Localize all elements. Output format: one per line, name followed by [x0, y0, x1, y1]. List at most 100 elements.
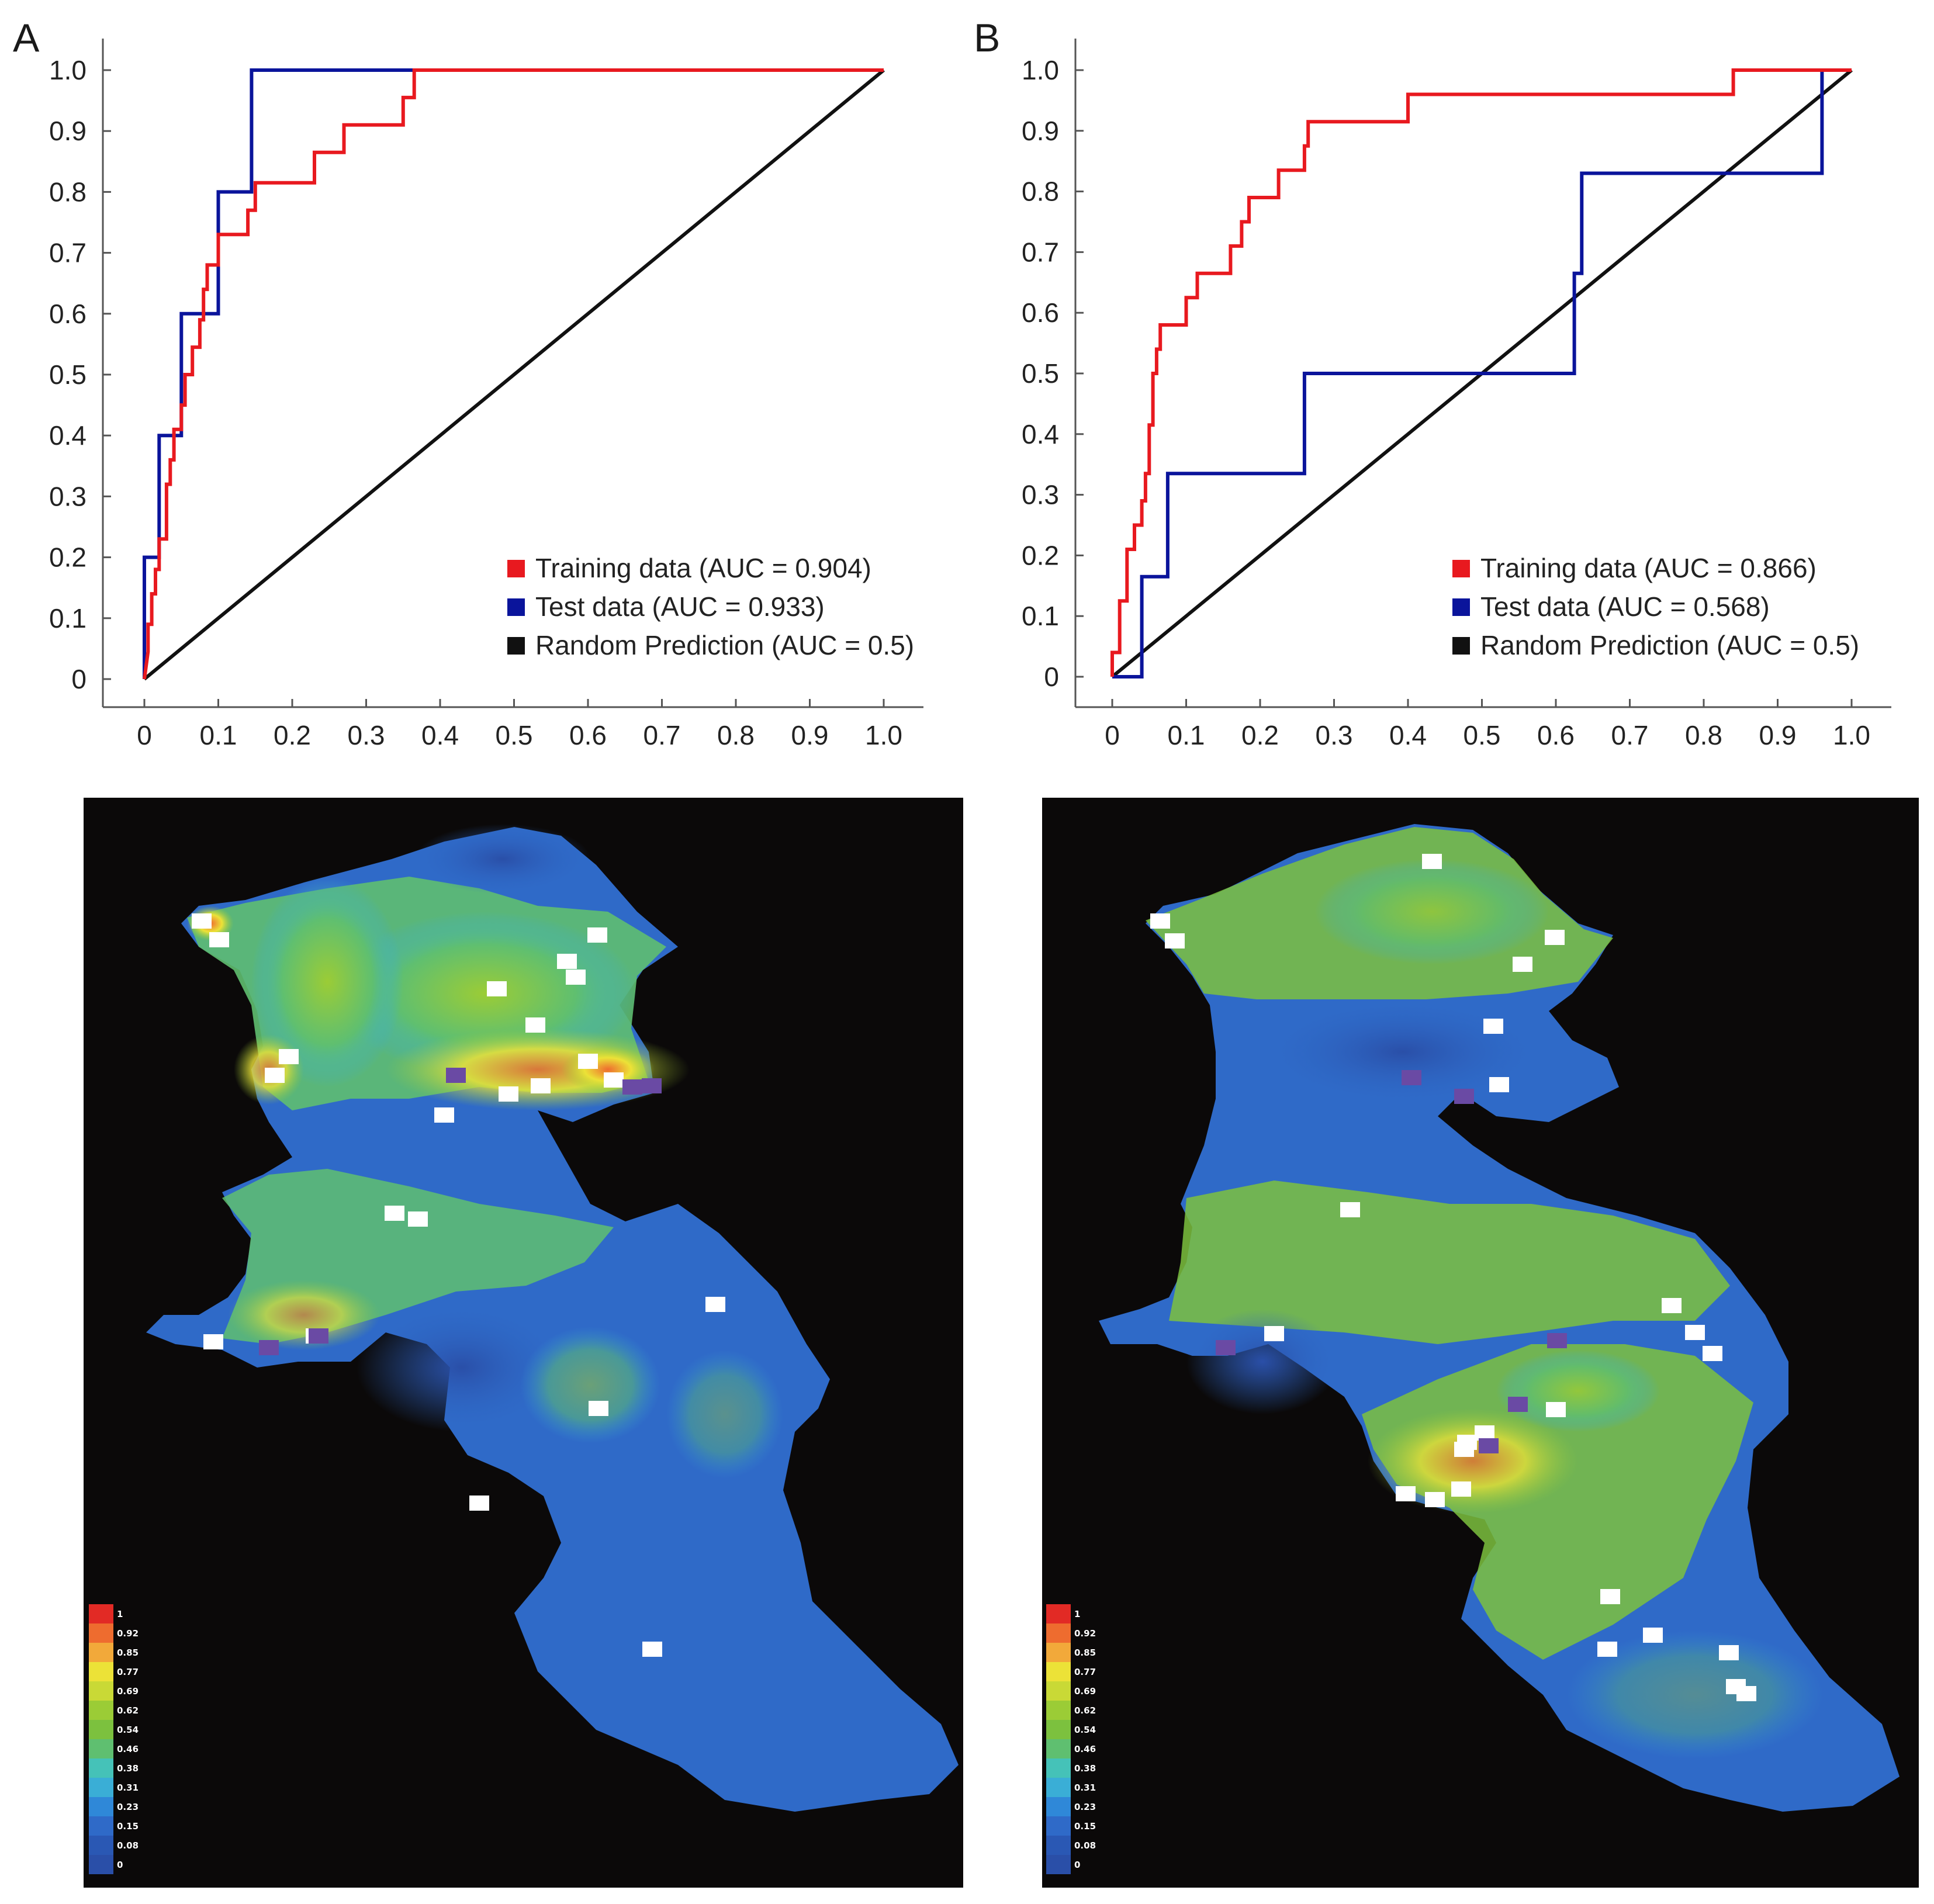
colorbar-label: 0 [1074, 1860, 1080, 1870]
colorbar-swatch [1046, 1662, 1071, 1681]
colorbar-label: 0.46 [1074, 1744, 1096, 1754]
sample-site-marker [531, 1078, 551, 1093]
legend-test-label: Test data (AUC = 0.933) [535, 591, 825, 622]
colorbar-swatch [1046, 1855, 1071, 1874]
sample-site-marker [1425, 1492, 1445, 1507]
axes-b: 0 0.1 0.2 0.3 0.4 0.5 0.6 0.7 0.8 0.9 1.0 0 0.1 0.2 0.… [1022, 39, 1891, 750]
colorbar-label: 0.92 [117, 1628, 139, 1639]
x-tick-label: 0.9 [791, 720, 829, 750]
y-tick-label: 1.0 [1022, 55, 1059, 85]
probability-map-a: 1 0.92 0.85 0.77 0.69 0.62 0.54 0.46 0.38 0.31 0.2… [84, 798, 963, 1888]
legend-random-swatch [1452, 637, 1470, 655]
sample-site-marker [1396, 1486, 1416, 1501]
sample-site-marker [1483, 1019, 1503, 1034]
colorbar-swatch [89, 1855, 113, 1874]
map-a-colorbar: 1 0.92 0.85 0.77 0.69 0.62 0.54 0.46 0.38 0.31 0.2… [89, 1604, 139, 1874]
map-a-green-zone [666, 1350, 783, 1479]
colorbar-swatch [89, 1604, 113, 1623]
colorbar-swatch [1046, 1739, 1071, 1758]
colorbar-label: 0.23 [117, 1802, 139, 1812]
map-b-low-zone [1262, 999, 1543, 1105]
x-tick-label: 0.2 [274, 720, 311, 750]
map-b-green-zone [1566, 1630, 1824, 1759]
colorbar-label: 0 [117, 1860, 123, 1870]
y-tick-label: 0.2 [49, 542, 87, 573]
sample-site-marker [1545, 930, 1565, 945]
colorbar-label: 0.85 [1074, 1647, 1096, 1658]
test-data-line [143, 68, 884, 679]
sample-site-marker [192, 913, 212, 929]
y-tick-label: 0.6 [49, 299, 87, 329]
training-data-line [143, 68, 884, 680]
colorbar-label: 0.85 [117, 1647, 139, 1658]
x-tick-label: 0.2 [1241, 720, 1279, 750]
x-tick-label: 0.5 [1464, 720, 1501, 750]
test-site-marker [259, 1340, 279, 1355]
sample-site-marker [469, 1495, 489, 1511]
y-tick-label: 0.9 [1022, 116, 1059, 146]
colorbar-swatch [1046, 1816, 1071, 1836]
x-tick-label: 0.1 [1168, 720, 1205, 750]
y-tick-label: 0.8 [49, 176, 87, 207]
colorbar-swatch [89, 1739, 113, 1758]
x-tick-label: 0.1 [200, 720, 237, 750]
y-tick-label: 0.9 [49, 116, 87, 146]
sample-site-marker [1703, 1346, 1722, 1361]
test-site-marker [446, 1068, 466, 1083]
colorbar-label: 0.31 [1074, 1782, 1096, 1793]
colorbar-label: 0.38 [117, 1763, 139, 1774]
x-tick-label: 0.8 [1685, 720, 1722, 750]
map-b-green-mid [1169, 1181, 1730, 1344]
test-site-marker [1547, 1333, 1567, 1348]
test-data-line [1112, 70, 1824, 678]
map-b-green-zone [1496, 1350, 1660, 1432]
colorbar-label: 1 [117, 1609, 123, 1619]
colorbar-label: 0.08 [117, 1840, 139, 1851]
map-b-green-zone [1315, 859, 1549, 964]
sample-site-marker [1165, 933, 1185, 948]
map-a-green-zone [520, 1327, 660, 1443]
x-tick-label: 0.4 [421, 720, 459, 750]
sample-site-marker [557, 954, 577, 969]
colorbar-label: 0.38 [1074, 1763, 1096, 1774]
y-tick-label: 0.1 [49, 603, 87, 633]
sample-site-marker [487, 981, 507, 996]
sample-site-marker [1454, 1442, 1474, 1457]
map-a-low-zone [415, 824, 590, 894]
legend-test-swatch [1452, 598, 1470, 616]
colorbar-swatch [89, 1623, 113, 1643]
colorbar-swatch [1046, 1701, 1071, 1720]
x-tick-label: 0.3 [1316, 720, 1353, 750]
panel-label-a: A [13, 16, 40, 60]
colorbar-label: 0.23 [1074, 1802, 1096, 1812]
x-tick-label: 0.6 [569, 720, 607, 750]
test-site-marker [642, 1078, 662, 1093]
map-b-colorbar: 1 0.92 0.85 0.77 0.69 0.62 0.54 0.46 0.38 0.31 0.2… [1046, 1604, 1096, 1874]
colorbar-swatch [89, 1662, 113, 1681]
legend-training-swatch [1452, 560, 1470, 577]
y-tick-label: 0.5 [49, 359, 87, 390]
sample-site-marker [434, 1107, 454, 1123]
colorbar-label: 0.77 [117, 1667, 139, 1677]
x-tick-label: 1.0 [1833, 720, 1870, 750]
sample-site-marker [705, 1297, 725, 1312]
y-tick-label: 0.6 [1022, 297, 1059, 328]
sample-site-marker [1475, 1425, 1494, 1441]
axes-a: 0 0.1 0.2 0.3 0.4 0.5 0.6 0.7 0.8 0.9 1.0 0 0.1 0.2 0.… [49, 39, 923, 750]
colorbar-swatch [1046, 1643, 1071, 1662]
colorbar-label: 0.31 [117, 1782, 139, 1793]
y-tick-label: 0.8 [1022, 176, 1059, 207]
legend-random-label: Random Prediction (AUC = 0.5) [1480, 630, 1859, 660]
sample-site-marker [1340, 1202, 1360, 1217]
colorbar-swatch [1046, 1623, 1071, 1643]
y-tick-label: 0.2 [1022, 540, 1059, 570]
map-a-markers [192, 913, 725, 1657]
sample-site-marker [1264, 1326, 1284, 1341]
sample-site-marker [1597, 1642, 1617, 1657]
colorbar-swatch [1046, 1758, 1071, 1778]
test-site-marker [1402, 1070, 1421, 1085]
map-b-hot-zone [1368, 1408, 1578, 1514]
x-tick-label: 0.8 [717, 720, 755, 750]
colorbar-label: 0.46 [117, 1744, 139, 1754]
